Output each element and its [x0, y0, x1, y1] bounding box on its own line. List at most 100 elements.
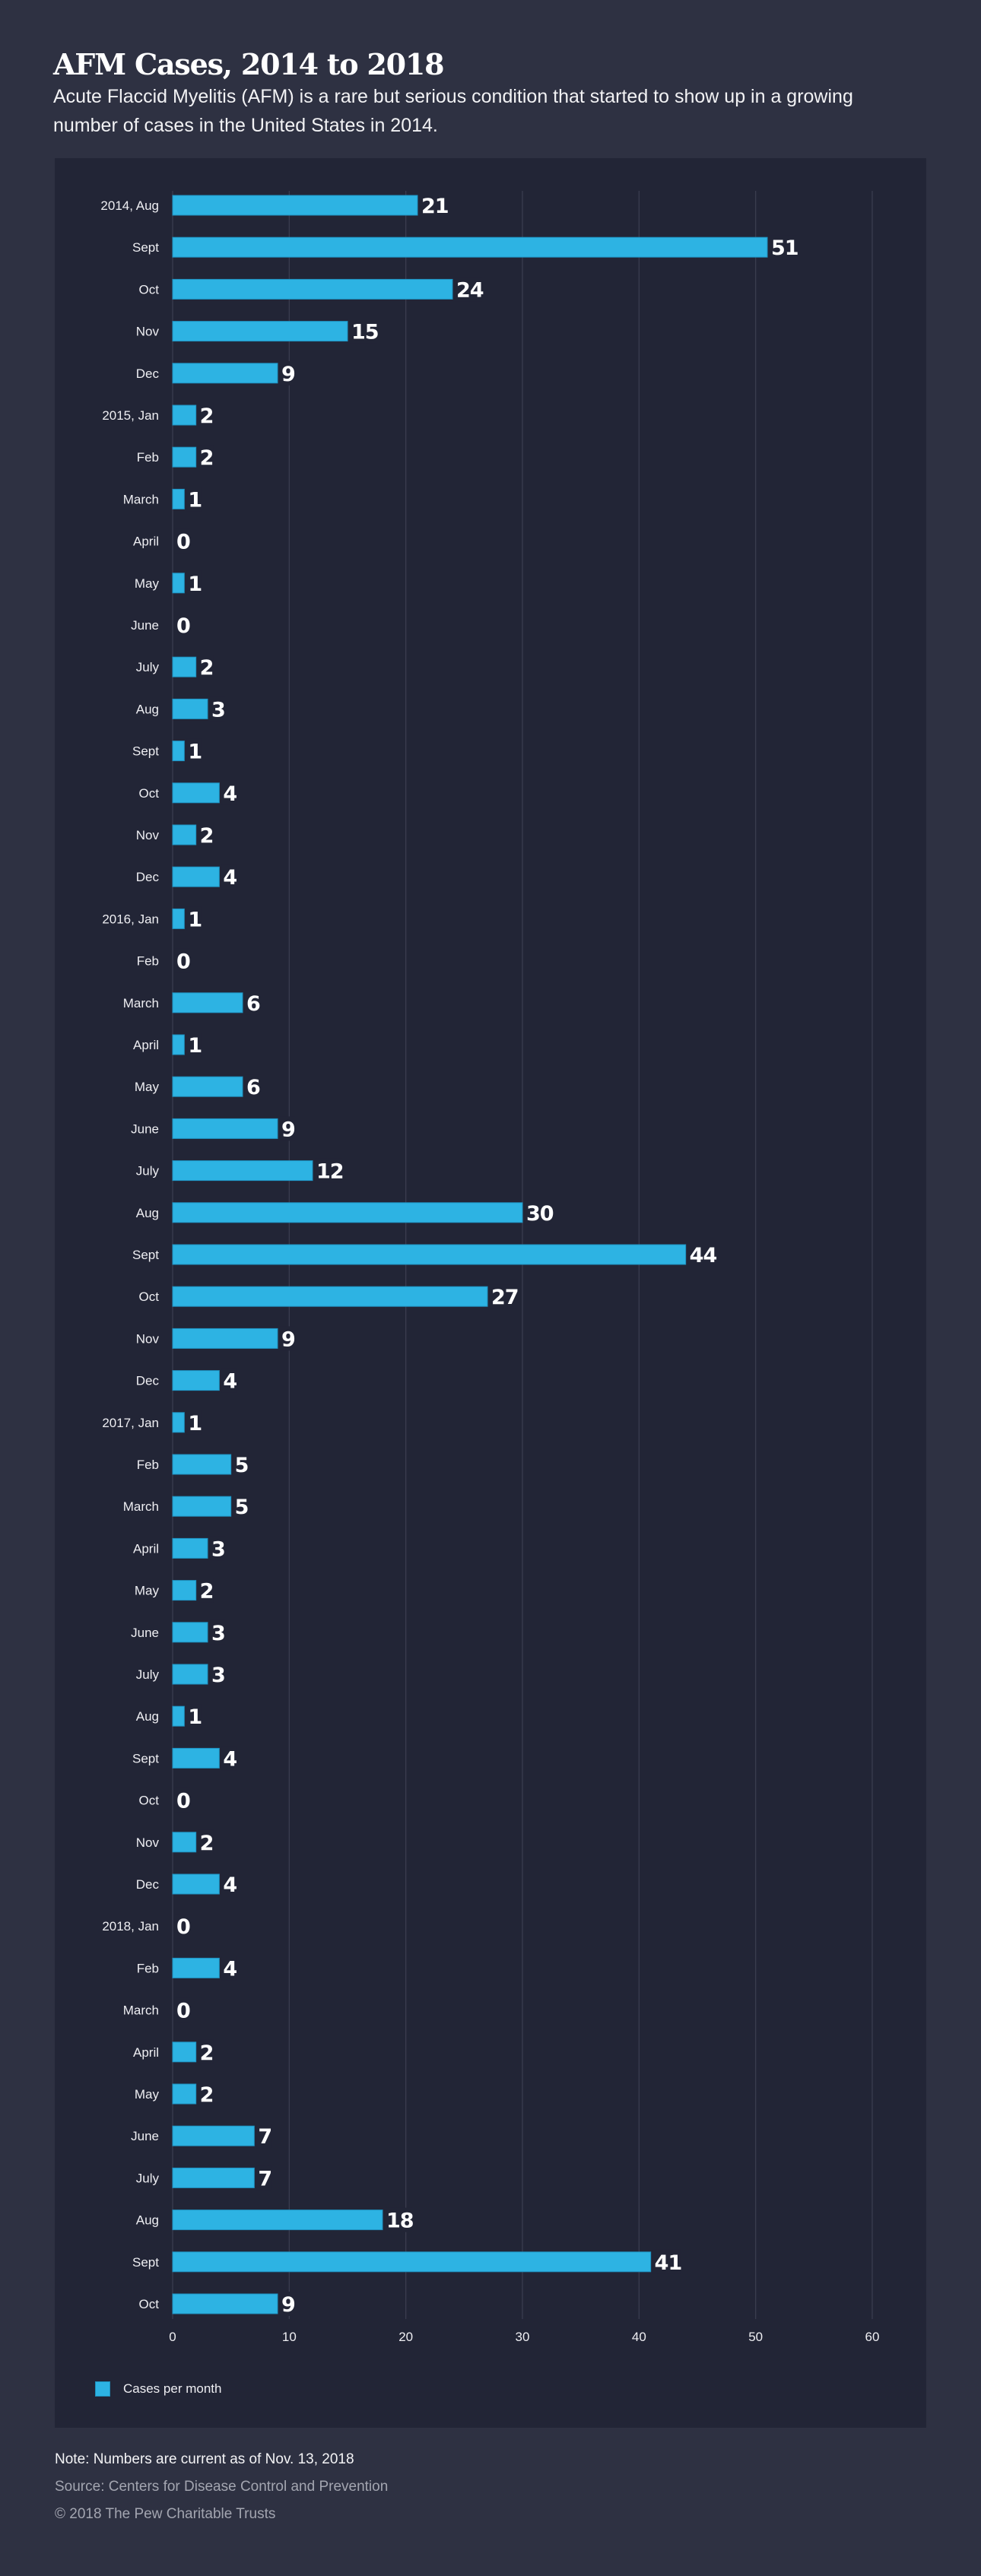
category-label: April [133, 1038, 159, 1052]
category-label: June [131, 618, 159, 633]
category-label: Dec [136, 1877, 160, 1892]
value-label: 0 [176, 614, 190, 638]
category-label: 2014, Aug [100, 198, 159, 213]
category-label: Sept [132, 2255, 159, 2270]
value-label-backdrop [221, 1956, 237, 1981]
value-label: 12 [316, 1160, 344, 1184]
bar [172, 992, 243, 1014]
value-label-backdrop [385, 2207, 412, 2232]
bar [172, 1328, 278, 1349]
value-label-backdrop [198, 403, 214, 427]
value-label-backdrop [198, 2082, 214, 2106]
category-label: Oct [139, 2297, 160, 2311]
category-label: July [136, 660, 160, 674]
value-label: 15 [351, 321, 379, 344]
category-label: Feb [137, 954, 159, 969]
value-label: 3 [211, 698, 225, 722]
bar [172, 278, 453, 300]
value-label-backdrop [186, 1033, 202, 1057]
value-label: 3 [211, 1622, 225, 1645]
footnote: Note: Numbers are current as of Nov. 13,… [55, 2451, 354, 2467]
bar [172, 1160, 313, 1182]
x-tick-label: 60 [865, 2330, 880, 2344]
value-label-backdrop [687, 1242, 716, 1267]
category-labels: 2014, Aug Sept Oct Nov Dec 2015, Jan Feb March A… [100, 198, 159, 2311]
category-label: March [123, 492, 159, 506]
value-label-backdrop [175, 528, 190, 554]
bar [172, 1747, 220, 1769]
category-label: 2016, Jan [102, 912, 159, 926]
bar [172, 1244, 687, 1265]
value-label-backdrop [198, 1829, 214, 1854]
value-label-backdrop [233, 1452, 249, 1477]
bar [172, 1412, 185, 1433]
category-label: Sept [132, 744, 159, 759]
value-label-backdrop [221, 780, 237, 805]
bar [172, 1580, 197, 1601]
value-label-backdrop [175, 1788, 190, 1813]
value-label: 1 [188, 488, 202, 512]
value-label-backdrop [490, 1284, 517, 1309]
value-labels: 2151241592210102314241061691230442794155… [175, 193, 799, 2317]
category-label: Oct [139, 786, 160, 801]
bar [172, 573, 185, 594]
value-label: 24 [456, 278, 484, 302]
value-label-backdrop [186, 570, 202, 595]
value-label: 7 [258, 2125, 271, 2149]
value-label: 1 [188, 1034, 202, 1058]
category-label: Nov [136, 1835, 160, 1850]
category-label: 2017, Jan [102, 1416, 159, 1430]
category-label: June [131, 1121, 159, 1136]
category-label: June [131, 1626, 159, 1640]
value-label: 2 [200, 1580, 214, 1604]
category-label: May [135, 2087, 160, 2102]
bar [172, 1537, 208, 1559]
value-label: 0 [176, 1790, 190, 1813]
value-label: 1 [188, 741, 202, 764]
value-label-backdrop [221, 1746, 237, 1771]
value-label: 0 [176, 1915, 190, 1939]
value-label: 3 [211, 1664, 225, 1687]
value-label-backdrop [198, 1578, 214, 1603]
bar [172, 446, 197, 468]
chart-title: AFM Cases, 2014 to 2018 [53, 47, 445, 81]
value-label: 0 [176, 2000, 190, 2023]
legend-label-cases: Cases per month [123, 2381, 222, 2396]
category-label: 2015, Jan [102, 408, 159, 423]
value-label-backdrop [350, 319, 377, 344]
bar [172, 1370, 220, 1391]
category-label: March [123, 2003, 159, 2018]
value-label: 4 [223, 866, 237, 890]
value-label: 1 [188, 1705, 202, 1729]
value-label: 9 [281, 363, 295, 386]
value-label: 7 [258, 2167, 271, 2191]
category-label: Feb [137, 1961, 159, 1975]
value-label: 9 [281, 2293, 295, 2317]
bar [172, 1496, 232, 1517]
category-label: Dec [136, 870, 160, 884]
category-label: Nov [136, 325, 160, 339]
legend-swatch-cases [95, 2381, 110, 2397]
value-label-backdrop [210, 696, 225, 722]
category-label: July [136, 1164, 160, 1179]
source-credit: Source: Centers for Disease Control and … [55, 2479, 389, 2495]
value-label: 27 [491, 1286, 519, 1309]
category-label: Aug [136, 2213, 159, 2228]
bar [172, 2167, 255, 2188]
category-label: April [133, 2045, 159, 2060]
bars [172, 195, 768, 2314]
value-label-backdrop [652, 2249, 681, 2274]
value-label-backdrop [186, 487, 202, 512]
category-label: Sept [132, 1248, 159, 1262]
x-tick-label: 40 [632, 2330, 646, 2344]
bar [172, 2293, 278, 2314]
value-label-backdrop [420, 193, 447, 217]
value-label-backdrop [525, 1200, 552, 1225]
bar [172, 1664, 208, 1685]
category-label: May [135, 576, 160, 591]
value-label: 4 [223, 1957, 237, 1981]
bar [172, 1202, 523, 1223]
category-label: Aug [136, 702, 159, 716]
value-label-backdrop [280, 1116, 295, 1141]
x-axis-tick-labels: 0 10 20 30 40 50 60 [169, 2330, 879, 2344]
